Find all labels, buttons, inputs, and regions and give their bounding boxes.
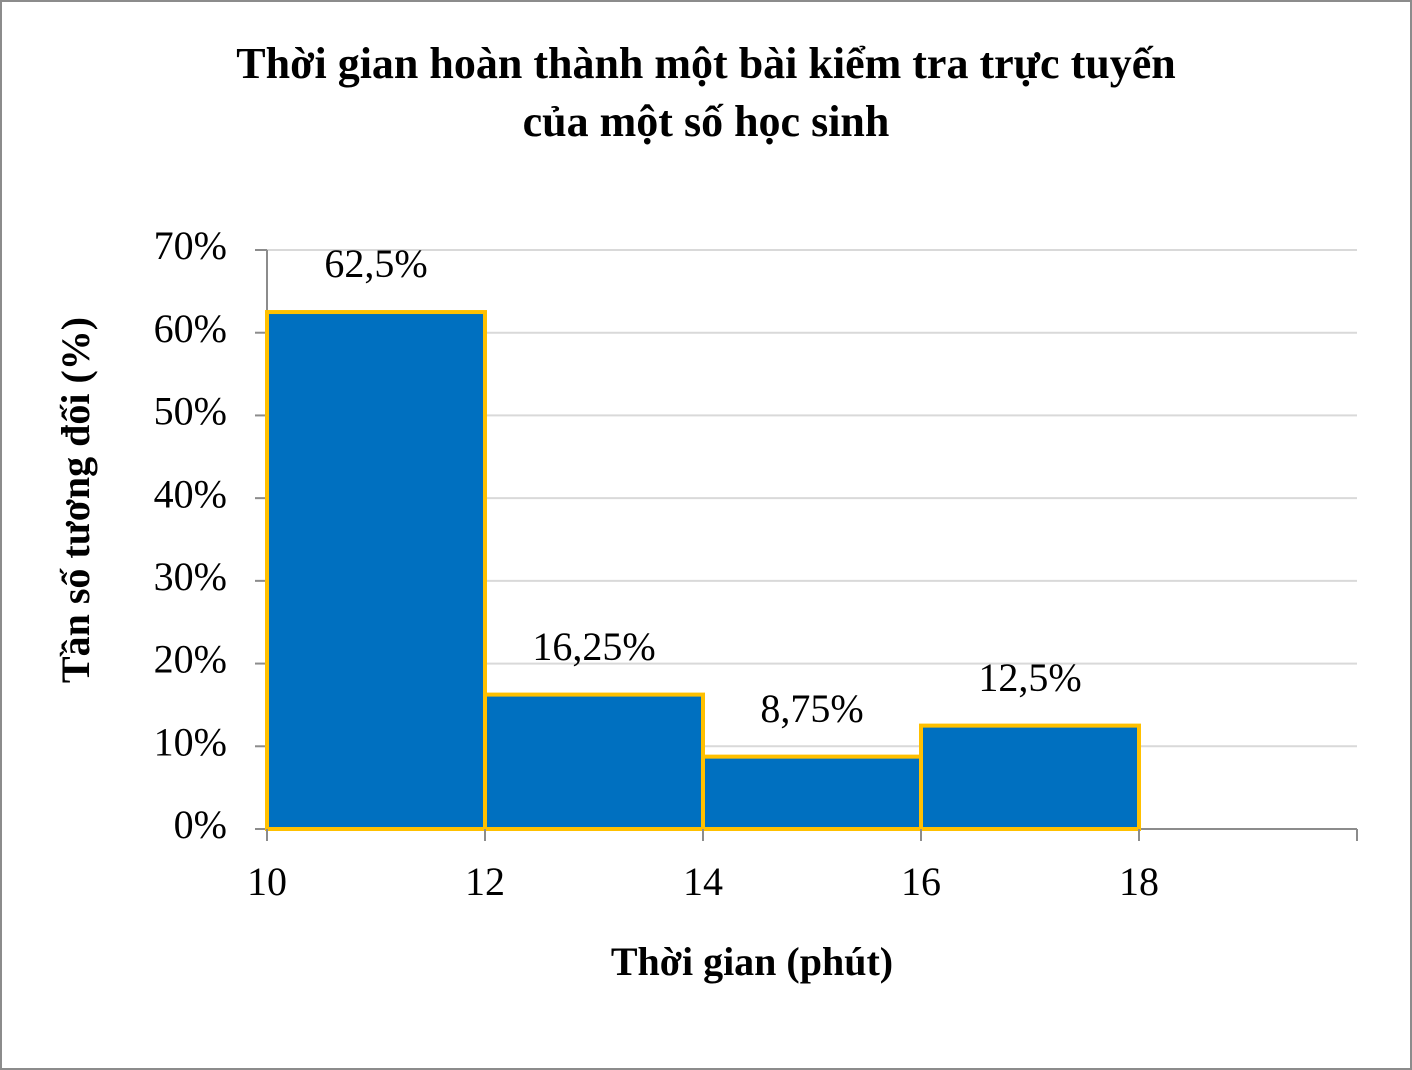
y-tick-label: 0% <box>174 802 227 847</box>
y-tick-label: 70% <box>154 223 227 268</box>
value-label: 8,75% <box>760 686 863 731</box>
y-tick-label: 60% <box>154 306 227 351</box>
y-axis-title: Tần số tương đối (%) <box>53 317 98 683</box>
x-tick-label: 12 <box>465 859 505 904</box>
y-tick-label: 40% <box>154 471 227 516</box>
bar <box>265 310 487 831</box>
x-tick-label: 18 <box>1119 859 1159 904</box>
y-tick-label: 20% <box>154 637 227 682</box>
chart-title: Thời gian hoàn thành một bài kiểm tra tr… <box>236 39 1175 88</box>
bar <box>701 754 923 831</box>
value-label: 12,5% <box>978 655 1081 700</box>
y-tick-label: 50% <box>154 389 227 434</box>
value-label: 16,25% <box>532 624 655 669</box>
bar <box>919 723 1141 831</box>
y-tick-label: 30% <box>154 554 227 599</box>
x-tick-label: 16 <box>901 859 941 904</box>
x-tick-label: 10 <box>247 859 287 904</box>
x-axis-title: Thời gian (phút) <box>611 939 893 984</box>
chart-title: của một số học sinh <box>523 97 890 146</box>
y-tick-label: 10% <box>154 719 227 764</box>
value-label: 62,5% <box>324 241 427 286</box>
bar <box>483 692 705 832</box>
x-tick-label: 14 <box>683 859 723 904</box>
